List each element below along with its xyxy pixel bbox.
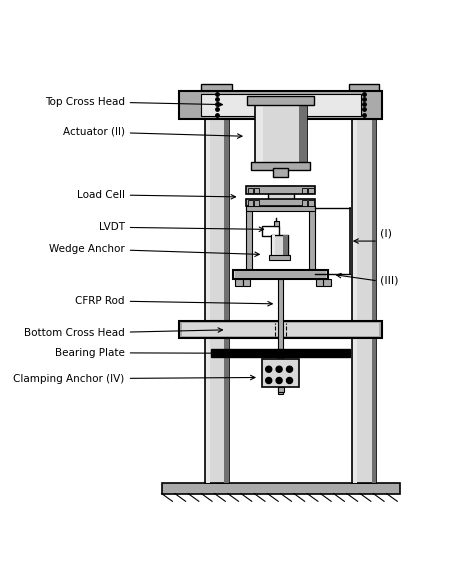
Text: Bottom Cross Head: Bottom Cross Head — [24, 328, 222, 338]
Bar — [316, 279, 324, 286]
Bar — [269, 255, 290, 260]
Text: Load Cell: Load Cell — [77, 190, 236, 200]
Text: LVDT: LVDT — [99, 222, 264, 232]
Bar — [224, 86, 228, 483]
Bar — [271, 235, 288, 256]
Circle shape — [276, 366, 282, 372]
Bar — [263, 226, 279, 236]
Text: Wedge Anchor: Wedge Anchor — [49, 244, 259, 256]
Text: (III): (III) — [380, 276, 399, 286]
Bar — [246, 186, 315, 194]
Bar — [348, 84, 379, 92]
Bar — [182, 323, 379, 336]
Text: (I): (I) — [380, 229, 392, 238]
Bar — [179, 91, 383, 119]
Bar — [262, 359, 299, 387]
Bar — [233, 270, 328, 279]
Bar — [201, 84, 232, 92]
Text: Actuator (II): Actuator (II) — [63, 127, 242, 138]
Text: Bearing Plate: Bearing Plate — [55, 348, 225, 358]
Bar — [254, 188, 259, 193]
Bar — [201, 95, 361, 115]
Bar — [352, 86, 376, 483]
Bar — [247, 96, 314, 105]
Bar — [248, 188, 253, 193]
Bar — [255, 97, 307, 165]
Text: Top Cross Head: Top Cross Head — [45, 97, 222, 107]
Bar — [211, 349, 350, 357]
Bar — [248, 200, 253, 205]
Circle shape — [266, 366, 272, 372]
Bar — [353, 86, 357, 483]
Bar — [308, 200, 313, 205]
Bar — [273, 221, 279, 226]
Bar — [206, 86, 210, 483]
Bar — [302, 200, 307, 205]
Bar — [278, 279, 283, 394]
Bar — [179, 321, 383, 338]
Bar — [283, 235, 288, 256]
Text: Clamping Anchor (IV): Clamping Anchor (IV) — [13, 374, 255, 384]
Bar — [299, 97, 307, 165]
Text: CFRP Rod: CFRP Rod — [75, 296, 272, 306]
Bar — [273, 168, 288, 176]
Bar — [372, 86, 376, 483]
Bar — [251, 162, 310, 169]
Bar — [162, 483, 400, 494]
Bar — [205, 86, 228, 483]
Circle shape — [276, 378, 282, 383]
Bar — [254, 200, 259, 205]
Bar — [273, 235, 275, 256]
Bar — [235, 279, 243, 286]
Bar — [309, 205, 315, 270]
Bar — [302, 188, 307, 193]
Bar — [246, 198, 315, 205]
Bar — [246, 205, 253, 270]
Circle shape — [286, 366, 292, 372]
Bar — [323, 279, 331, 286]
Bar — [243, 279, 250, 286]
Bar — [308, 188, 313, 193]
Bar — [268, 186, 293, 201]
Circle shape — [286, 378, 292, 383]
Bar — [246, 205, 315, 211]
Bar — [235, 271, 326, 278]
Circle shape — [266, 378, 272, 383]
Bar — [278, 386, 283, 392]
Bar — [256, 97, 263, 165]
